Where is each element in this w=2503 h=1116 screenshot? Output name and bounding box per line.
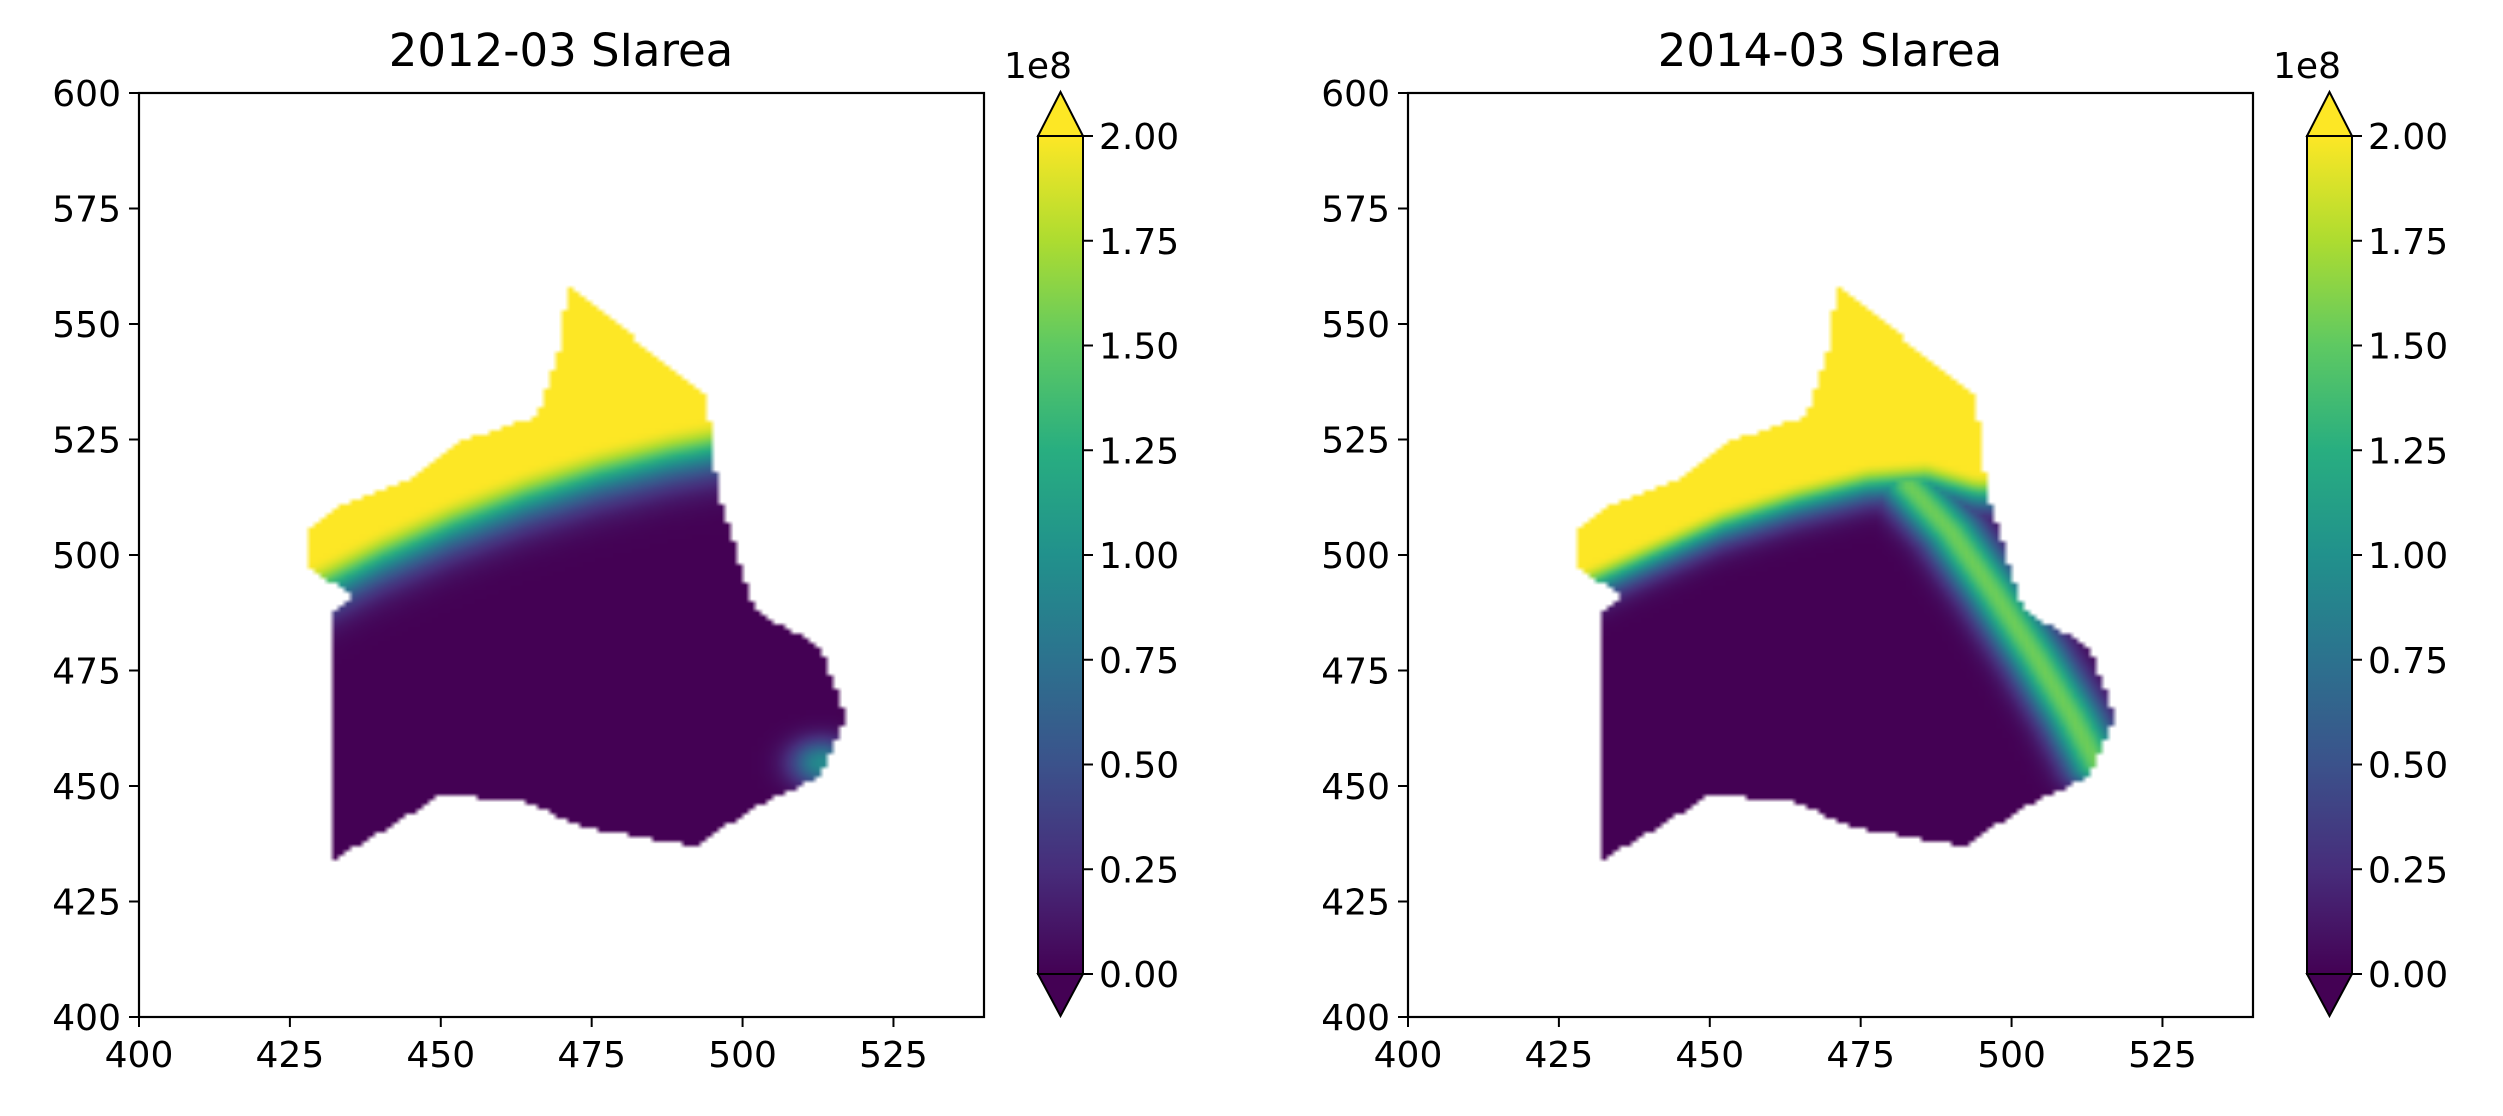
panel-1-x-axis: 400 425 450 475 500 525 (105, 1017, 928, 1076)
x-tick-label: 425 (256, 1035, 325, 1076)
colorbar-tick-label: 0.75 (2368, 641, 2448, 682)
y-tick-label: 400 (1321, 998, 1390, 1039)
x-tick-label: 450 (1675, 1035, 1744, 1076)
colorbar-tick-label: 1.00 (2368, 536, 2448, 577)
colorbar-tick-label: 1.50 (2368, 327, 2448, 368)
panel-2-colorbar-extend-max (2305, 89, 2354, 137)
y-tick-label: 550 (1321, 305, 1390, 346)
panel-1-colorbar-ticks: 0.00 0.25 0.50 0.75 1.00 1.25 1.50 1.75 2.00 (1083, 117, 1179, 996)
y-tick-label: 475 (52, 652, 121, 693)
panel-2-x-axis: 400 425 450 475 500 525 (1374, 1017, 2197, 1076)
y-tick-label: 450 (52, 767, 121, 808)
colorbar-tick-label: 0.25 (2368, 850, 2448, 891)
x-tick-label: 500 (708, 1035, 777, 1076)
x-tick-label: 475 (557, 1035, 626, 1076)
y-tick-label: 400 (52, 998, 121, 1039)
panel-2-colorbar-ticks: 0.00 0.25 0.50 0.75 1.00 1.25 1.50 1.75 2.00 (2352, 117, 2448, 996)
x-tick-label: 525 (2128, 1035, 2197, 1076)
y-tick-label: 500 (1321, 536, 1390, 577)
colorbar-tick-label: 1.25 (2368, 431, 2448, 472)
x-tick-label: 450 (406, 1035, 475, 1076)
colorbar-tick-label: 0.00 (2368, 955, 2448, 996)
panel-2-heatmap (1408, 93, 2253, 1017)
panel-2-colorbar-gradient (2307, 136, 2352, 974)
panel-1-colorbar-offset: 1e8 (1004, 46, 1072, 87)
x-tick-label: 400 (1374, 1035, 1443, 1076)
colorbar-tick-label: 0.00 (1099, 955, 1179, 996)
y-tick-label: 575 (1321, 190, 1390, 231)
panel-2-colorbar-offset: 1e8 (2273, 46, 2341, 87)
y-tick-label: 475 (1321, 652, 1390, 693)
panel-2: 2014-03 SIarea 400 425 450 475 500 525 400 425… (1321, 24, 2448, 1076)
colorbar-tick-label: 1.50 (1099, 327, 1179, 368)
y-tick-label: 425 (52, 883, 121, 924)
panel-1-heatmap (139, 93, 984, 1017)
x-tick-label: 525 (859, 1035, 928, 1076)
x-tick-label: 500 (1977, 1035, 2046, 1076)
y-tick-label: 500 (52, 536, 121, 577)
colorbar-tick-label: 2.00 (2368, 117, 2448, 158)
colorbar-tick-label: 2.00 (1099, 117, 1179, 158)
y-tick-label: 450 (1321, 767, 1390, 808)
colorbar-tick-label: 0.50 (1099, 746, 1179, 787)
panel-2-y-axis: 400 425 450 475 500 525 550 575 600 (1321, 74, 1408, 1039)
panel-2-colorbar-extend-min (2305, 973, 2354, 1019)
panel-1-y-axis: 400 425 450 475 500 525 550 575 600 (52, 74, 139, 1039)
panel-1-colorbar-extend-max (1036, 89, 1085, 137)
panel-1-colorbar: 1e8 0.00 0.25 0.50 0.75 1.00 1.25 1.50 1.75 2.00 (1004, 46, 1179, 1019)
panel-2-colorbar: 1e8 0.00 0.25 0.50 0.75 1.00 1.25 1.50 1.75 2.00 (2273, 46, 2448, 1019)
y-tick-label: 600 (1321, 74, 1390, 115)
y-tick-label: 575 (52, 190, 121, 231)
y-tick-label: 525 (1321, 421, 1390, 462)
panel-1-colorbar-extend-min (1036, 973, 1085, 1019)
colorbar-tick-label: 1.00 (1099, 536, 1179, 577)
y-tick-label: 425 (1321, 883, 1390, 924)
y-tick-label: 600 (52, 74, 121, 115)
colorbar-tick-label: 0.50 (2368, 746, 2448, 787)
y-tick-label: 525 (52, 421, 121, 462)
panel-1: 2012-03 SIarea 400 425 450 475 500 525 400 425… (52, 24, 1179, 1076)
y-tick-label: 550 (52, 305, 121, 346)
colorbar-tick-label: 1.75 (1099, 222, 1179, 263)
colorbar-tick-label: 1.25 (1099, 431, 1179, 472)
x-tick-label: 425 (1525, 1035, 1594, 1076)
panel-1-title: 2012-03 SIarea (389, 24, 734, 77)
x-tick-label: 400 (105, 1035, 174, 1076)
colorbar-tick-label: 0.25 (1099, 850, 1179, 891)
x-tick-label: 475 (1826, 1035, 1895, 1076)
colorbar-tick-label: 0.75 (1099, 641, 1179, 682)
colorbar-tick-label: 1.75 (2368, 222, 2448, 263)
panel-1-colorbar-gradient (1038, 136, 1083, 974)
panel-2-title: 2014-03 SIarea (1658, 24, 2003, 77)
